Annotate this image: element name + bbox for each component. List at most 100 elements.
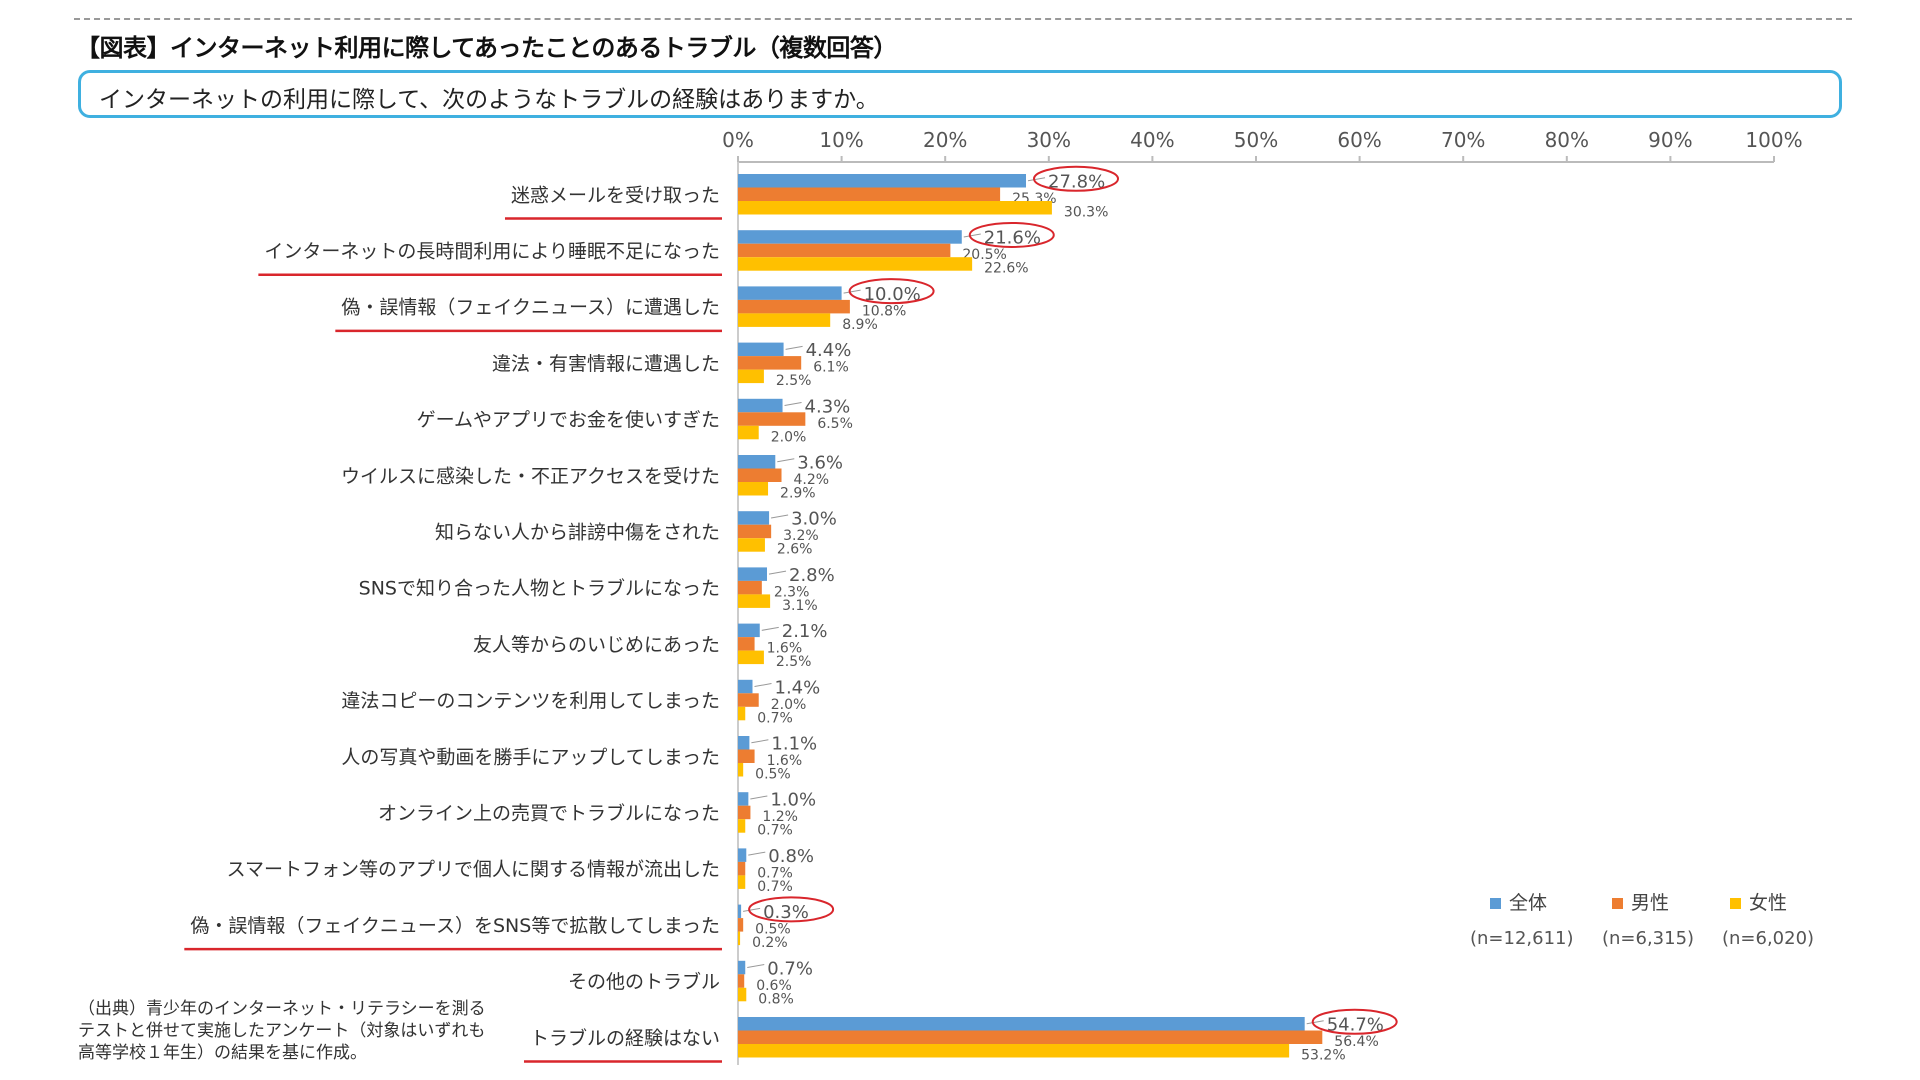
category-label: 偽・誤情報（フェイクニュース）に遭遇した (341, 297, 720, 319)
category-label: SNSで知り合った人物とトラブルになった (359, 577, 720, 600)
data-label-male: 1.6% (767, 641, 803, 657)
category-label: ウイルスに感染した・不正アクセスを受けた (341, 465, 720, 487)
bar-male (738, 524, 772, 539)
leader-line (748, 851, 766, 856)
leader-line (785, 345, 803, 350)
bar-all (738, 848, 747, 862)
data-label-male: 20.5% (962, 247, 1006, 263)
bar-female (738, 538, 765, 552)
x-tick-label: 20% (923, 128, 967, 152)
data-label-all: 1.1% (771, 734, 817, 755)
data-label-male: 6.5% (817, 416, 853, 432)
bar-female (738, 313, 831, 327)
bar-female (738, 369, 764, 384)
leader-line (963, 233, 981, 238)
bar-male (738, 805, 751, 820)
bar-male (738, 356, 802, 370)
bar-female (738, 482, 769, 496)
data-label-male: 0.5% (755, 922, 791, 938)
bar-female (738, 819, 746, 833)
data-label-male: 56.4% (1334, 1034, 1378, 1050)
bar-male (738, 187, 1001, 201)
leader-line (1306, 1020, 1324, 1025)
category-label: 友人等からのいじめにあった (473, 634, 720, 656)
data-label-all: 27.8% (1048, 172, 1105, 193)
bar-male (738, 299, 850, 314)
leader-line (777, 458, 795, 463)
data-label-female: 0.2% (752, 935, 788, 951)
bar-male (738, 918, 744, 932)
data-label-female: 2.6% (777, 542, 813, 558)
data-label-female: 0.7% (757, 879, 793, 895)
legend-item-all: 全体 (1490, 888, 1547, 915)
leader-line (751, 739, 769, 744)
bar-male (738, 1030, 1323, 1044)
category-label: 人の写真や動画を勝手にアップしてしまった (341, 746, 720, 768)
data-label-female: 0.8% (758, 991, 794, 1007)
leader-line (761, 626, 779, 631)
highlight-ellipse (1033, 165, 1120, 192)
bar-all (738, 511, 770, 525)
data-label-all: 4.3% (805, 396, 851, 417)
leader-line (1027, 177, 1046, 182)
data-label-male: 0.7% (757, 865, 793, 881)
category-label: 偽・誤情報（フェイクニュース）をSNS等で拡散してしまった (190, 915, 720, 937)
bar-all (738, 623, 760, 638)
legend-item-male: 男性 (1612, 888, 1669, 915)
bar-all (738, 230, 962, 244)
data-label-male: 10.8% (862, 303, 906, 319)
highlight-ellipse (1311, 1008, 1398, 1035)
data-label-male: 1.2% (762, 809, 798, 825)
data-label-all: 0.3% (763, 902, 809, 923)
category-label: トラブルの経験はない (530, 1026, 720, 1049)
legend-n-female: (n=6,020) (1722, 928, 1815, 949)
bar-all (738, 736, 750, 750)
x-tick-label: 100% (1745, 128, 1802, 152)
bar-all (738, 792, 749, 806)
data-label-female: 8.9% (842, 317, 878, 333)
bar-female (738, 763, 744, 777)
bar-male (738, 861, 746, 876)
x-tick-label: 30% (1027, 128, 1071, 152)
bar-all (738, 679, 753, 694)
category-label: オンライン上の売買でトラブルになった (378, 801, 720, 824)
data-label-female: 2.0% (771, 429, 807, 445)
bar-male (738, 693, 759, 707)
bar-all (738, 1017, 1305, 1031)
bar-all (738, 398, 783, 413)
data-label-male: 4.2% (794, 472, 830, 488)
source-footnote: （出典）青少年のインターネット・リテラシーを測るテストと併せて実施したアンケート… (78, 999, 486, 1063)
data-label-male: 0.6% (756, 978, 792, 994)
category-label: インターネットの長時間利用により睡眠不足になった (264, 240, 720, 262)
data-label-female: 0.7% (757, 710, 793, 726)
data-label-all: 0.7% (767, 958, 813, 979)
bar-male (738, 412, 806, 426)
leader-line (747, 964, 765, 969)
data-label-female: 0.7% (757, 823, 793, 839)
data-label-female: 2.5% (776, 373, 812, 389)
bar-female (738, 1044, 1290, 1058)
bar-female (738, 425, 759, 440)
leader-line (750, 795, 768, 800)
x-tick-label: 70% (1441, 128, 1485, 152)
bar-male (738, 580, 762, 595)
data-label-all: 4.4% (806, 340, 852, 361)
leader-line (770, 514, 789, 519)
x-tick-label: 50% (1234, 128, 1278, 152)
data-label-male: 2.0% (771, 697, 807, 713)
bar-female (738, 987, 747, 1002)
data-label-male: 1.6% (767, 753, 803, 769)
bar-male (738, 974, 745, 988)
x-tick-label: 80% (1545, 128, 1589, 152)
x-tick-label: 40% (1130, 128, 1174, 152)
question-text: インターネットの利用に際して、次のようなトラブルの経験はありますか。 (99, 87, 879, 113)
question-box: インターネットの利用に際して、次のようなトラブルの経験はありますか。 (78, 70, 1842, 118)
leader-line (754, 683, 772, 688)
legend-swatch-male (1612, 898, 1623, 909)
category-label: 迷惑メールを受け取った (511, 184, 720, 206)
data-label-all: 0.8% (768, 846, 814, 867)
category-label: 違法・有害情報に遭遇した (492, 353, 720, 375)
data-label-female: 22.6% (984, 261, 1028, 277)
bar-female (738, 650, 764, 665)
